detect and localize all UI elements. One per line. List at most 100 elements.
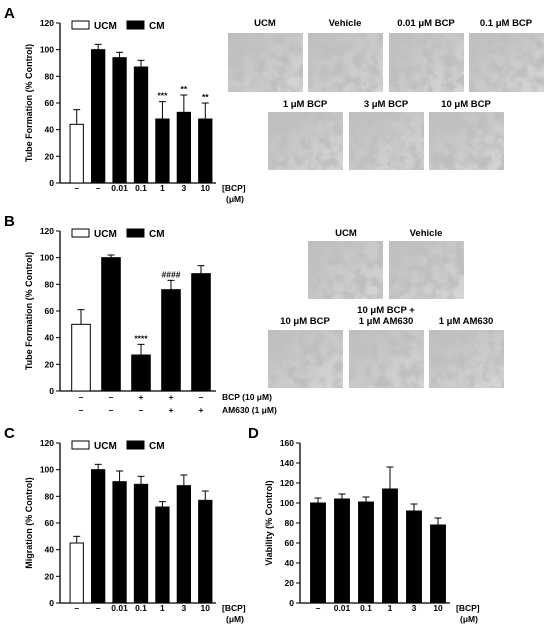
treatment-sign: – — [109, 392, 114, 402]
treatment-sign: – — [199, 392, 204, 402]
legend-label: UCM — [94, 21, 117, 32]
bar — [358, 501, 374, 604]
bar — [191, 273, 211, 392]
y-tick-label: 80 — [285, 518, 295, 528]
y-tick-label: 0 — [49, 178, 54, 188]
y-tick-label: 100 — [40, 45, 54, 55]
bar — [155, 118, 170, 184]
treatment-sign: – — [79, 405, 84, 415]
micrograph-caption-vehicle-b: Vehicle — [410, 228, 443, 239]
y-tick-label: 20 — [285, 578, 295, 588]
micrograph-texture — [349, 330, 424, 388]
y-tick-label: 80 — [45, 71, 55, 81]
bar — [101, 257, 121, 392]
significance-label: ** — [202, 92, 209, 102]
bar — [69, 542, 84, 604]
y-tick-label: 60 — [285, 538, 295, 548]
bar — [133, 483, 149, 604]
treatment-sign: + — [169, 405, 174, 415]
x-tick-label: 0.01 — [111, 183, 128, 193]
micrograph-texture — [469, 33, 544, 92]
legend-swatch — [126, 20, 145, 30]
y-tick-label: 120 — [280, 478, 294, 488]
micrographs-a: UCM Vehicle 0.01 μM BCP 0.1 μM BCP 1 μM … — [228, 18, 544, 170]
legend-label: CM — [149, 441, 165, 452]
treatment-sign: + — [199, 405, 204, 415]
panel-letter-b: B — [4, 213, 15, 230]
y-tick-label: 120 — [40, 226, 54, 236]
treatment-sign: + — [169, 392, 174, 402]
x-note-unit: (μM) — [226, 614, 244, 624]
bar — [155, 506, 170, 604]
bar — [69, 123, 84, 184]
bar — [176, 111, 191, 184]
treatment-label: AM630 (1 μM) — [222, 405, 277, 415]
y-tick-label: 160 — [280, 438, 294, 448]
bar — [161, 289, 181, 392]
significance-label: **** — [134, 333, 148, 343]
y-tick-label: 20 — [45, 151, 55, 161]
y-tick-label: 140 — [280, 458, 294, 468]
micrograph-caption-bcp-10-b: 10 μM BCP — [280, 316, 330, 327]
y-tick-label: 60 — [45, 306, 55, 316]
micrograph-texture — [349, 112, 424, 170]
x-tick-label: 10 — [433, 603, 443, 613]
chart-d: 0 20 40 60 80 100 120 140 160 Viability (% Contro… — [264, 438, 480, 624]
bar — [382, 488, 398, 604]
x-tick-label: – — [96, 603, 101, 613]
x-tick-label: 10 — [201, 603, 211, 613]
legend-swatch — [71, 440, 90, 450]
y-tick-label: 40 — [45, 545, 55, 555]
y-tick-label: 60 — [45, 98, 55, 108]
micrograph-texture — [429, 330, 504, 388]
micrograph-texture — [308, 33, 383, 92]
y-tick-label: 40 — [45, 125, 55, 135]
legend-swatch — [71, 228, 90, 238]
x-note-unit: (μM) — [460, 614, 478, 624]
micrograph-texture — [429, 112, 504, 170]
y-tick-label: 60 — [45, 518, 55, 528]
legend-label: CM — [149, 229, 165, 240]
x-tick-label: 0.1 — [135, 603, 147, 613]
micrograph-texture — [268, 112, 343, 170]
panel-letter-a: A — [4, 5, 15, 22]
micrograph-caption-vehicle-a: Vehicle — [329, 18, 362, 29]
x-tick-label: – — [74, 183, 79, 193]
legend-swatch — [126, 228, 145, 238]
legend-swatch — [71, 20, 90, 30]
treatment-label: BCP (10 μM) — [222, 392, 272, 402]
micrograph-caption-bcp-10: 10 μM BCP — [441, 99, 491, 110]
bar — [71, 323, 91, 392]
legend-label: UCM — [94, 229, 117, 240]
micrograph-texture — [308, 241, 383, 299]
micrograph-caption-bcp-am630-line2: 1 μM AM630 — [359, 316, 414, 327]
x-tick-label: 0.01 — [111, 603, 128, 613]
y-tick-label: 100 — [40, 253, 54, 263]
y-tick-label: 100 — [280, 498, 294, 508]
y-tick-label: 80 — [45, 491, 55, 501]
x-tick-label: 1 — [160, 183, 165, 193]
bar — [334, 498, 350, 604]
bar — [131, 354, 151, 392]
chart-b: 0 20 40 60 80 100 120 Tube Formation (% Control… — [24, 226, 277, 415]
micrograph-caption-bcp-0-01: 0.01 μM BCP — [397, 18, 455, 29]
micrograph-caption-ucm-a: UCM — [254, 18, 276, 29]
y-axis-label: Tube Formation (% Control) — [24, 44, 34, 162]
micrograph-caption-am630: 1 μM AM630 — [439, 316, 494, 327]
x-note-unit: (μM) — [226, 194, 244, 204]
bar — [91, 49, 106, 184]
x-tick-label: 0.01 — [334, 603, 351, 613]
micrograph-texture — [228, 33, 303, 92]
x-note-label: [BCP] — [222, 603, 246, 613]
significance-label: #### — [162, 269, 181, 279]
bar — [310, 502, 326, 604]
significance-label: *** — [157, 91, 168, 101]
x-tick-label: 10 — [201, 183, 211, 193]
bar — [198, 499, 213, 604]
bar — [406, 510, 422, 604]
x-tick-label: – — [316, 603, 321, 613]
micrograph-texture — [268, 330, 343, 388]
x-note-label: [BCP] — [222, 183, 246, 193]
